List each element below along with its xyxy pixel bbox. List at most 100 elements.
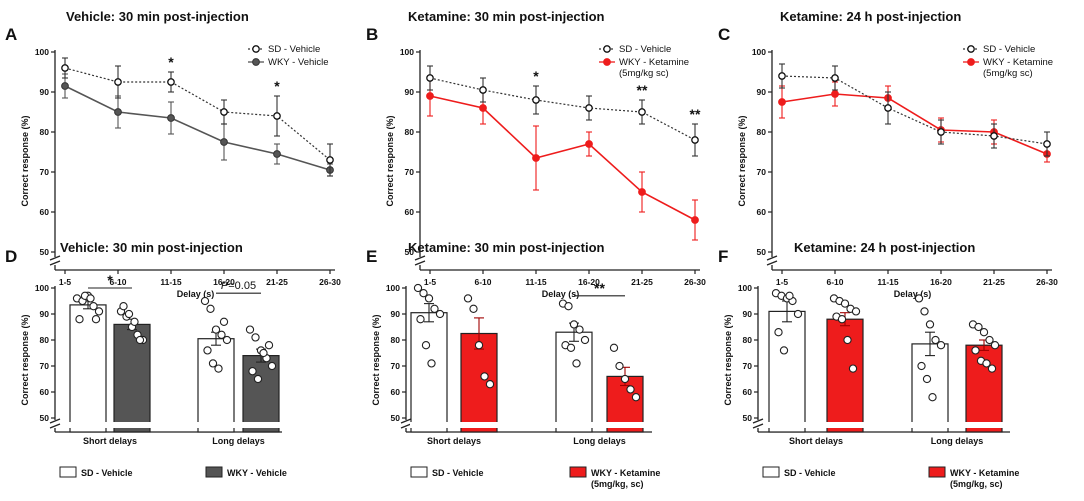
- legend-swatch: [928, 466, 946, 478]
- individual-point: [922, 374, 932, 384]
- x-tick-label: 6-10: [109, 277, 126, 287]
- axis-break-mark: [414, 255, 426, 261]
- data-point: [585, 104, 593, 112]
- individual-point: [837, 315, 847, 324]
- y-tick-label: 70: [40, 361, 50, 371]
- individual-point: [219, 317, 229, 326]
- data-point: [884, 104, 892, 112]
- axis-break-gap: [753, 420, 763, 428]
- legend-label: SD - Vehicle: [619, 44, 671, 55]
- axis-break-mark: [400, 418, 412, 424]
- individual-point: [94, 307, 104, 316]
- individual-point: [971, 346, 980, 355]
- legend-label: SD - Vehicle: [81, 468, 133, 478]
- bar-break-gap: [197, 422, 235, 428]
- data-point: [114, 108, 122, 116]
- data-point: [532, 96, 540, 104]
- y-tick-label: 80: [743, 335, 753, 345]
- legend-label: SD - Vehicle: [432, 468, 484, 478]
- series-line: [781, 93, 1048, 155]
- data-point: [114, 78, 122, 86]
- data-point: [220, 108, 228, 116]
- x-category-label: Short delays: [789, 436, 843, 446]
- y-axis-label: Correct response (%): [371, 314, 381, 405]
- y-tick-label: 70: [391, 361, 401, 371]
- y-tick-label: 50: [40, 413, 50, 423]
- x-tick-label: 21-25: [631, 277, 653, 287]
- bar-break-gap: [606, 422, 644, 428]
- individual-point: [979, 328, 989, 337]
- bar-break-gap: [69, 422, 107, 428]
- axis-break-gap: [50, 420, 60, 428]
- individual-point: [135, 335, 145, 345]
- x-axis-label: Delay (s): [542, 289, 580, 299]
- legend-label-sub: (5mg/kg sc): [619, 68, 669, 79]
- legend-swatch: [59, 466, 77, 478]
- individual-point: [200, 296, 210, 306]
- legend-swatch: [762, 466, 780, 478]
- x-tick-label: 16-20: [213, 277, 235, 287]
- y-tick-label: 80: [391, 335, 401, 345]
- individual-point: [463, 294, 473, 303]
- individual-point: [987, 364, 997, 373]
- series-line: [781, 75, 1048, 145]
- significance-marker: *: [533, 68, 539, 84]
- x-tick-label: 16-20: [578, 277, 600, 287]
- y-axis-label: Correct response (%): [737, 115, 747, 206]
- y-tick-label: 50: [743, 413, 753, 423]
- chart-title: Vehicle: 30 min post-injection: [60, 240, 243, 255]
- y-axis-label: Correct response (%): [723, 314, 733, 405]
- y-tick-label: 100: [738, 283, 752, 293]
- axis-break-gap: [50, 257, 60, 265]
- y-tick-label: 60: [405, 207, 415, 217]
- individual-point: [424, 294, 434, 303]
- chart-title: Vehicle: 30 min post-injection: [66, 9, 249, 24]
- legend-label: WKY - Vehicle: [227, 468, 287, 478]
- individual-point: [435, 309, 445, 319]
- data-point: [252, 45, 260, 53]
- axis-break-mark: [49, 260, 61, 266]
- significance-marker: **: [690, 106, 701, 122]
- panel-label: A: [5, 25, 17, 44]
- individual-point: [264, 341, 274, 350]
- individual-point: [569, 320, 579, 329]
- line-chart-panel-c: C Ketamine: 24 h post-injection 50 60 70 80 90…: [718, 9, 1058, 299]
- individual-point: [248, 367, 257, 376]
- individual-point: [626, 385, 635, 394]
- data-point: [831, 90, 839, 98]
- individual-point: [208, 359, 218, 368]
- y-tick-label: 70: [757, 167, 767, 177]
- y-tick-label: 80: [757, 127, 767, 137]
- axis-break-mark: [766, 255, 778, 261]
- data-point: [967, 45, 975, 53]
- y-tick-label: 60: [391, 387, 401, 397]
- bar-break-gap: [242, 422, 280, 428]
- y-tick-label: 90: [743, 309, 753, 319]
- individual-point: [222, 335, 232, 345]
- y-tick-label: 100: [35, 283, 49, 293]
- x-tick-label: 6-10: [474, 277, 491, 287]
- x-tick-label: 21-25: [266, 277, 288, 287]
- data-point: [167, 78, 175, 86]
- individual-point: [566, 343, 576, 352]
- legend-label: WKY - Ketamine: [619, 57, 689, 68]
- individual-point: [575, 325, 584, 334]
- bar-break-gap: [555, 422, 593, 428]
- individual-point: [203, 346, 212, 355]
- axis-break-mark: [752, 418, 764, 424]
- data-point: [585, 140, 593, 148]
- bar: [768, 310, 806, 433]
- individual-point: [217, 330, 226, 339]
- bar-chart-panel-e: E Ketamine: 30 min post-injection50607080…: [366, 240, 660, 489]
- individual-point: [267, 361, 277, 371]
- data-point: [532, 154, 540, 162]
- line-chart-panel-a: A Vehicle: 30 min post-injection 50 60 70 80 9…: [5, 9, 341, 299]
- individual-point: [245, 325, 255, 334]
- individual-point: [130, 317, 139, 326]
- y-tick-label: 100: [386, 283, 400, 293]
- y-axis-label: Correct response (%): [20, 314, 30, 405]
- series-line: [429, 95, 696, 221]
- panel-label: E: [366, 247, 377, 266]
- data-point: [691, 216, 699, 224]
- individual-point: [920, 307, 929, 316]
